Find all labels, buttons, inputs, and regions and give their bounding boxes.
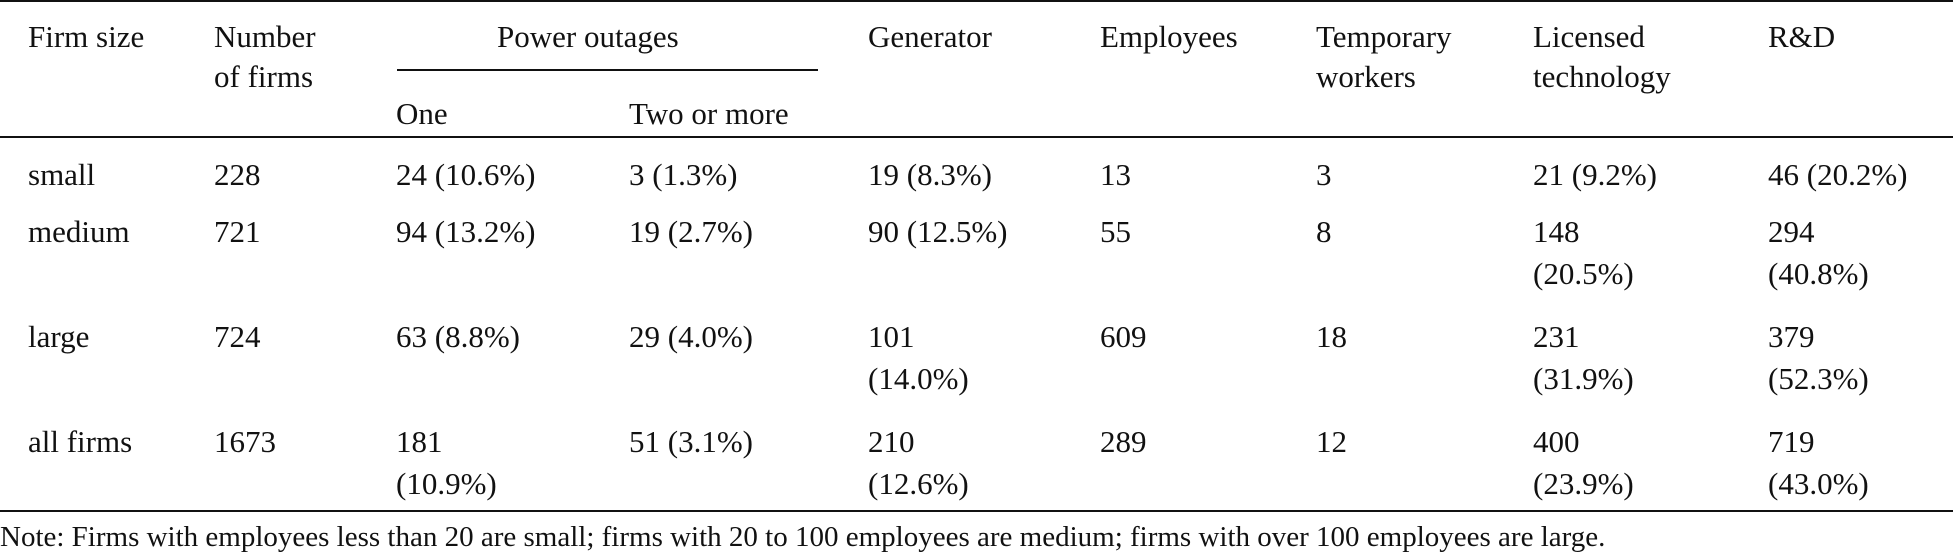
- header-number-of-firms-line1: Number: [214, 19, 316, 54]
- row-all-firms-rd-line1: 719: [1768, 424, 1815, 459]
- row-large-outages-one: 63 (8.8%): [396, 319, 520, 354]
- row-large-outages-two-or-more: 29 (4.0%): [629, 319, 753, 354]
- row-small-firm-size: small: [28, 157, 96, 192]
- row-large-generator-line1: 101: [868, 319, 915, 354]
- header-outages-one: One: [396, 96, 448, 131]
- row-all-firms-number-of-firms: 1673: [214, 424, 276, 459]
- row-medium-licensed-technology-line2: (20.5%): [1533, 256, 1634, 291]
- row-medium-firm-size: medium: [28, 214, 130, 249]
- header-generator: Generator: [868, 19, 992, 54]
- header-temporary-workers-line1: Temporary: [1316, 19, 1452, 54]
- row-all-firms-outages-two-or-more: 51 (3.1%): [629, 424, 753, 459]
- row-all-firms-generator-line1: 210: [868, 424, 915, 459]
- row-large-generator-line2: (14.0%): [868, 361, 969, 396]
- row-small-rd: 46 (20.2%): [1768, 157, 1908, 192]
- header-outages-two-or-more: Two or more: [629, 96, 789, 131]
- row-all-firms-outages-one-line1: 181: [396, 424, 443, 459]
- row-all-firms-firm-size: all firms: [28, 424, 133, 459]
- row-large-firm-size: large: [28, 319, 90, 354]
- header-employees: Employees: [1100, 19, 1238, 54]
- row-small-number-of-firms: 228: [214, 157, 261, 192]
- top-rule: [0, 0, 1953, 2]
- row-all-firms-temporary-workers: 12: [1316, 424, 1347, 459]
- row-medium-outages-two-or-more: 19 (2.7%): [629, 214, 753, 249]
- row-large-rd-line1: 379: [1768, 319, 1815, 354]
- row-all-firms-employees: 289: [1100, 424, 1147, 459]
- row-large-employees: 609: [1100, 319, 1147, 354]
- row-all-firms-rd-line2: (43.0%): [1768, 466, 1869, 501]
- header-firm-size: Firm size: [28, 19, 145, 54]
- row-medium-employees: 55: [1100, 214, 1131, 249]
- row-large-licensed-technology-line1: 231: [1533, 319, 1580, 354]
- row-small-licensed-technology: 21 (9.2%): [1533, 157, 1657, 192]
- row-medium-temporary-workers: 8: [1316, 214, 1332, 249]
- row-medium-outages-one: 94 (13.2%): [396, 214, 536, 249]
- header-temporary-workers-line2: workers: [1316, 59, 1416, 94]
- row-large-licensed-technology-line2: (31.9%): [1533, 361, 1634, 396]
- row-large-number-of-firms: 724: [214, 319, 261, 354]
- row-all-firms-generator-line2: (12.6%): [868, 466, 969, 501]
- row-medium-rd-line1: 294: [1768, 214, 1815, 249]
- row-large-rd-line2: (52.3%): [1768, 361, 1869, 396]
- row-small-generator: 19 (8.3%): [868, 157, 992, 192]
- row-medium-generator: 90 (12.5%): [868, 214, 1008, 249]
- header-rd: R&D: [1768, 19, 1836, 54]
- header-licensed-technology-line1: Licensed: [1533, 19, 1645, 54]
- header-rule: [0, 136, 1953, 138]
- row-small-temporary-workers: 3: [1316, 157, 1332, 192]
- bottom-rule: [0, 510, 1953, 512]
- row-small-employees: 13: [1100, 157, 1131, 192]
- row-small-outages-one: 24 (10.6%): [396, 157, 536, 192]
- row-all-firms-licensed-technology-line2: (23.9%): [1533, 466, 1634, 501]
- table-note: Note: Firms with employees less than 20 …: [0, 521, 1606, 553]
- header-power-outages: Power outages: [497, 19, 679, 54]
- row-all-firms-outages-one-line2: (10.9%): [396, 466, 497, 501]
- row-all-firms-licensed-technology-line1: 400: [1533, 424, 1580, 459]
- power-outages-group-rule: [397, 69, 818, 71]
- row-medium-licensed-technology-line1: 148: [1533, 214, 1580, 249]
- row-medium-rd-line2: (40.8%): [1768, 256, 1869, 291]
- header-licensed-technology-line2: technology: [1533, 59, 1671, 94]
- row-small-outages-two-or-more: 3 (1.3%): [629, 157, 738, 192]
- row-medium-number-of-firms: 721: [214, 214, 261, 249]
- row-large-temporary-workers: 18: [1316, 319, 1347, 354]
- header-number-of-firms-line2: of firms: [214, 59, 314, 94]
